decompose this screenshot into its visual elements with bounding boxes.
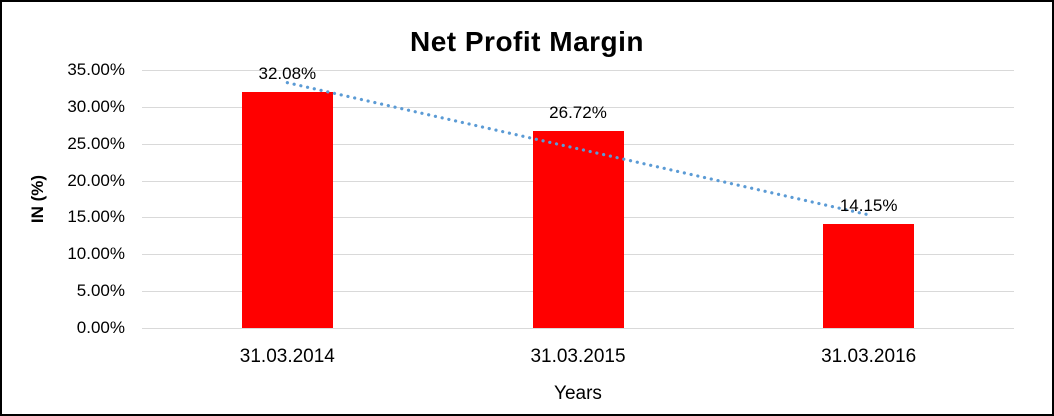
data-label: 14.15% xyxy=(839,195,898,215)
data-label: 26.72% xyxy=(549,103,607,123)
plot-area: 32.08% 26.72% 14.15% xyxy=(142,64,1014,329)
x-tick-label: 31.03.2016 xyxy=(821,346,917,367)
bar-31.03.2015 xyxy=(532,131,624,328)
chart-title: Net Profit Margin xyxy=(409,26,645,57)
trendline xyxy=(285,81,871,217)
y-tick-label: 30.00% xyxy=(67,96,125,116)
data-label: 32.08% xyxy=(258,63,317,83)
y-tick-label: 15.00% xyxy=(67,207,125,227)
y-tick-label: 10.00% xyxy=(67,244,125,264)
y-tick-label: 35.00% xyxy=(67,60,125,79)
gridline xyxy=(142,106,1014,108)
y-tick-label: 0.00% xyxy=(76,318,125,337)
y-tick-label: 5.00% xyxy=(76,281,125,301)
gridline xyxy=(142,328,1014,329)
y-tick-label: 20.00% xyxy=(67,170,125,190)
bar-31.03.2016 xyxy=(823,223,915,328)
x-axis-title: Years xyxy=(554,383,602,404)
y-tick-label: 25.00% xyxy=(67,133,125,153)
x-tick-label: 31.03.2015 xyxy=(530,346,626,367)
bar-31.03.2014 xyxy=(241,91,333,328)
gridline xyxy=(142,70,1014,71)
x-tick-label: 31.03.2014 xyxy=(239,346,335,367)
